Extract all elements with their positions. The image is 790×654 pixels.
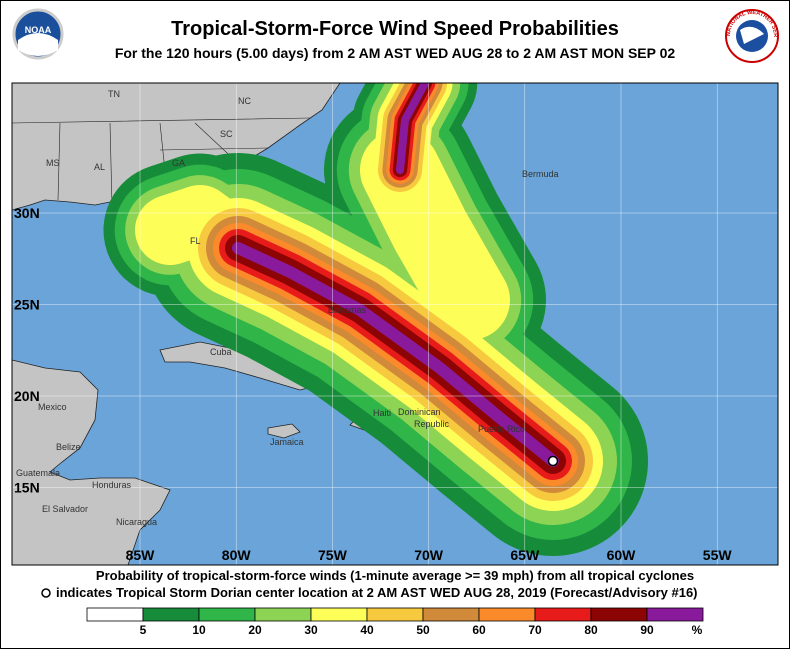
legend-label: 70 (528, 623, 542, 637)
legend-label: 80 (584, 623, 598, 637)
place-label: AL (94, 162, 105, 172)
lat-label: 25N (14, 297, 40, 313)
place-label: Nicaragua (116, 517, 157, 527)
place-label: Haiti (373, 408, 391, 418)
jamaica (267, 423, 301, 439)
place-label: Cuba (210, 347, 232, 357)
lat-label: 15N (14, 480, 40, 496)
place-label: Guatemala (16, 468, 60, 478)
lon-label: 60W (607, 547, 637, 563)
place-label: NC (238, 96, 251, 106)
title: Tropical-Storm-Force Wind Speed Probabil… (171, 18, 619, 40)
swath-band (360, 130, 510, 340)
caption-line2: indicates Tropical Storm Dorian center l… (56, 585, 698, 600)
place-label: Mexico (38, 402, 67, 412)
lat-label: 20N (14, 388, 40, 404)
lon-label: 85W (126, 547, 156, 563)
legend-label: 40 (360, 623, 374, 637)
central-america (12, 359, 171, 565)
probability-swath (103, 83, 648, 556)
place-label: SC (220, 129, 233, 139)
legend-label: 90 (640, 623, 654, 637)
legend-swatch (534, 607, 592, 622)
legend-swatch (422, 607, 480, 622)
legend-label: 60 (472, 623, 486, 637)
place-label: El Salvador (42, 504, 88, 514)
lon-label: 75W (318, 547, 348, 563)
place-label: Republic (414, 419, 450, 429)
noaa-text: NOAA (25, 25, 52, 35)
legend-label: 20 (248, 623, 262, 637)
nws-cloud (740, 26, 764, 44)
legend-swatch (590, 607, 648, 622)
legend-label: 30 (304, 623, 318, 637)
legend-label: 50 (416, 623, 430, 637)
place-label: GA (172, 158, 185, 168)
storm-center (547, 455, 559, 467)
noaa-wave (18, 33, 58, 56)
legend-swatch (478, 607, 536, 622)
lon-label: 80W (222, 547, 252, 563)
place-label: Bahamas (328, 305, 367, 315)
legend-swatch (86, 607, 144, 622)
lon-label: 65W (510, 547, 540, 563)
swath-band (232, 242, 559, 467)
caption-line1: Probability of tropical-storm-force wind… (96, 568, 694, 583)
place-label: Bermuda (522, 169, 559, 179)
legend-swatch (142, 607, 200, 622)
legend-label: 10 (192, 623, 206, 637)
place-label: Belize (56, 442, 81, 452)
place-label: Honduras (92, 480, 132, 490)
legend-label: 5 (140, 623, 147, 637)
subtitle: For the 120 hours (5.00 days) from 2 AM … (115, 45, 676, 61)
legend-swatch (254, 607, 312, 622)
legend-swatch (646, 607, 704, 622)
grid (12, 83, 778, 565)
lat-label: 30N (14, 205, 40, 221)
legend-unit: % (692, 623, 703, 637)
map-border (11, 82, 779, 566)
legend-swatch (198, 607, 256, 622)
place-label: Puerto Rico (478, 424, 525, 434)
lon-label: 55W (703, 547, 733, 563)
map: TN NC SC GA MS AL FL Bermuda Bahamas Cuba Mexico Be… (12, 83, 778, 565)
center-symbol (41, 588, 51, 598)
swath-band (396, 83, 429, 174)
place-label: Dominican (398, 407, 441, 417)
lon-label: 70W (414, 547, 444, 563)
place-label: MS (46, 158, 60, 168)
legend-swatch (366, 607, 424, 622)
place-label: TN (108, 89, 120, 99)
place-label: Jamaica (270, 437, 304, 447)
legend-swatch (310, 607, 368, 622)
place-label: FL (190, 236, 201, 246)
